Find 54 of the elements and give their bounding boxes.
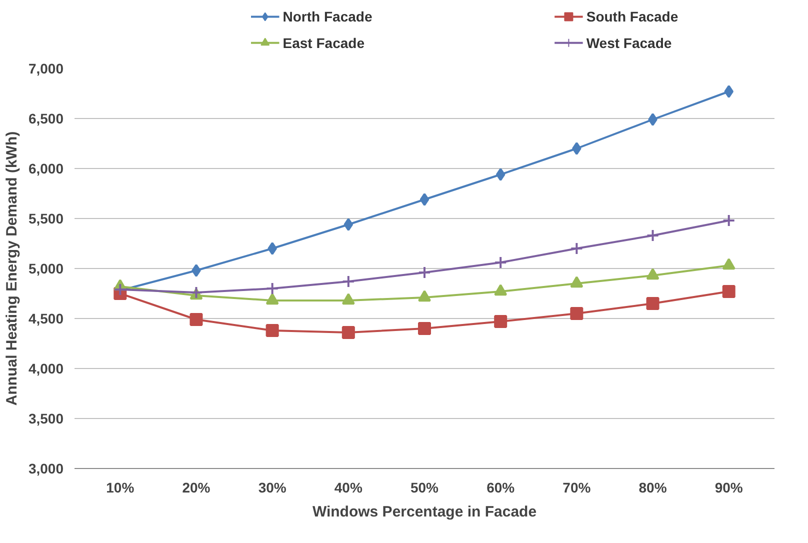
point <box>342 293 355 305</box>
point <box>418 322 431 335</box>
point <box>572 142 582 155</box>
x-tick-label: 30% <box>258 480 287 496</box>
x-axis-title: Windows Percentage in Facade <box>312 504 537 520</box>
legend-label: South Facade <box>586 8 678 25</box>
y-tick-label: 4,000 <box>28 360 64 376</box>
point <box>190 313 203 326</box>
point <box>192 264 201 277</box>
y-tick-label: 5,500 <box>28 210 64 226</box>
point <box>496 168 506 181</box>
x-tick-label: 40% <box>334 480 363 496</box>
point <box>494 315 508 328</box>
x-tick-label: 50% <box>410 480 440 496</box>
y-tick-label: 3,000 <box>28 460 64 476</box>
point <box>266 324 279 337</box>
point <box>344 218 354 231</box>
x-tick-label: 60% <box>486 480 516 496</box>
point <box>646 297 660 310</box>
legend-label: North Facade <box>282 8 372 25</box>
point <box>342 326 355 339</box>
point <box>722 214 736 227</box>
y-tick-label: 6,500 <box>28 110 64 126</box>
point <box>342 275 355 288</box>
point <box>722 258 736 270</box>
point <box>494 256 508 269</box>
point <box>268 242 277 255</box>
point <box>418 290 431 302</box>
x-tick-label: 80% <box>638 480 668 496</box>
point <box>266 282 279 295</box>
x-tick-label: 20% <box>182 480 211 496</box>
x-tick-label: 70% <box>562 480 592 496</box>
point <box>570 276 584 288</box>
point <box>648 113 658 126</box>
y-tick-label: 7,000 <box>28 60 64 76</box>
y-axis-title: Annual Heating Energy Demand (kWh) <box>3 131 20 406</box>
point <box>646 229 660 242</box>
point <box>646 268 660 280</box>
point <box>420 193 430 206</box>
legend-label: West Facade <box>586 34 672 51</box>
point <box>570 307 584 320</box>
y-tick-label: 5,000 <box>28 260 64 276</box>
point <box>266 293 279 305</box>
point <box>724 85 734 98</box>
x-tick-label: 10% <box>106 480 135 496</box>
y-tick-label: 4,500 <box>28 310 64 326</box>
y-tick-label: 6,000 <box>28 160 64 176</box>
point <box>722 285 736 298</box>
point <box>418 266 431 279</box>
legend-label: East Facade <box>282 34 365 51</box>
x-tick-label: 90% <box>714 480 744 496</box>
point <box>570 242 584 255</box>
point <box>494 284 508 296</box>
y-tick-label: 3,500 <box>28 410 64 426</box>
